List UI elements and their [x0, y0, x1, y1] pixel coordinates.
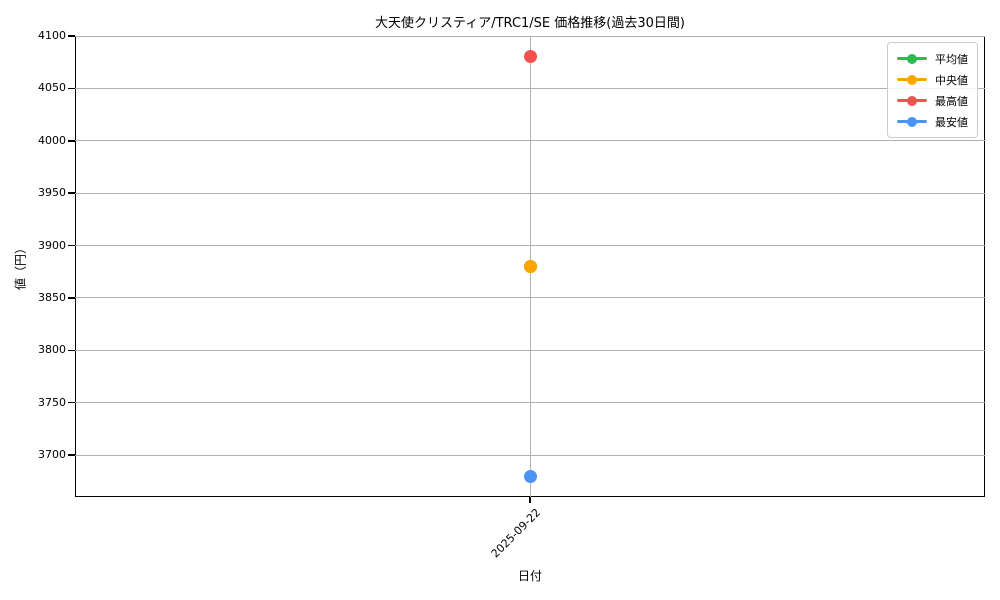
y-tick-mark	[68, 454, 75, 456]
legend-line-min	[897, 116, 927, 127]
y-tick-mark	[68, 297, 75, 299]
legend-marker-median	[907, 74, 917, 85]
x-axis-label: 日付	[517, 569, 542, 583]
y-tick-label: 3950	[38, 186, 66, 200]
legend-item-max: 最高値	[897, 90, 968, 111]
y-tick-label: 4000	[38, 133, 66, 147]
legend-label-min: 最安値	[935, 115, 968, 129]
data-point-max	[523, 50, 537, 64]
y-tick-mark	[68, 349, 75, 352]
data-point-min	[523, 469, 537, 483]
legend: 平均値中央値最高値最安値	[887, 42, 978, 138]
legend-label-mean: 平均値	[935, 52, 968, 66]
legend-label-median: 中央値	[935, 73, 968, 87]
legend-marker-min	[907, 116, 917, 127]
y-tick-mark	[68, 140, 75, 142]
y-tick-label: 3800	[38, 343, 66, 357]
chart-title: 大天使クリスティア/TRC1/SE 価格推移(過去30日間)	[375, 16, 685, 31]
legend-item-median: 中央値	[897, 69, 968, 90]
legend-label-max: 最高値	[935, 94, 968, 108]
y-tick-label: 3850	[38, 290, 66, 304]
y-tick-mark	[68, 244, 75, 247]
y-tick-mark	[68, 192, 75, 194]
legend-line-max	[897, 95, 927, 106]
legend-marker-max	[907, 95, 917, 106]
legend-line-median	[897, 74, 927, 85]
y-tick-mark	[68, 35, 75, 37]
legend-line-mean	[897, 53, 927, 64]
y-tick-mark	[68, 87, 75, 90]
data-point-median	[523, 260, 537, 273]
legend-item-min: 最安値	[897, 111, 968, 132]
legend-marker-mean	[907, 53, 917, 64]
y-tick-label: 3700	[38, 448, 66, 462]
y-tick-label: 3750	[38, 395, 66, 409]
y-tick-label: 4050	[38, 81, 66, 95]
y-tick-mark	[68, 401, 75, 404]
y-tick-label: 3900	[38, 238, 66, 252]
x-tick-mark	[529, 497, 531, 503]
y-tick-label: 4100	[38, 29, 66, 42]
legend-item-mean: 平均値	[897, 48, 968, 69]
x-tick-label: 2025-09-22	[488, 506, 544, 561]
